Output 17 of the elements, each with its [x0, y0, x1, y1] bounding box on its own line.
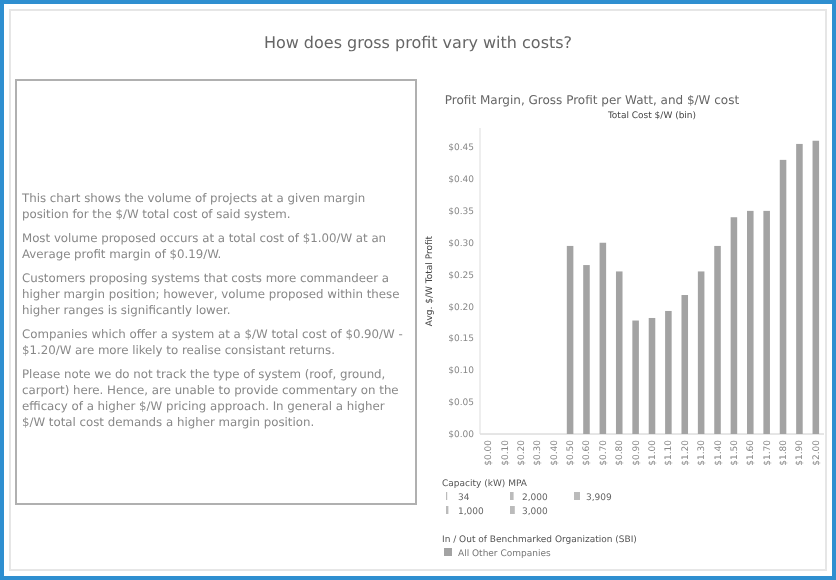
- bar: [747, 210, 754, 434]
- bar: [615, 271, 623, 434]
- bar: [566, 245, 574, 434]
- chart-title: How does gross profit vary with costs?: [263, 34, 573, 52]
- bar: [812, 140, 820, 434]
- bar: [730, 217, 738, 434]
- bar: [714, 245, 721, 434]
- bar: [779, 159, 787, 434]
- bar: [648, 317, 656, 434]
- bar: [665, 310, 672, 434]
- bar: [599, 242, 607, 434]
- bar: [763, 210, 770, 434]
- bar: [681, 295, 689, 434]
- bar: [796, 143, 803, 434]
- bar: [697, 271, 705, 434]
- bar: [583, 265, 590, 434]
- bar: [632, 320, 639, 434]
